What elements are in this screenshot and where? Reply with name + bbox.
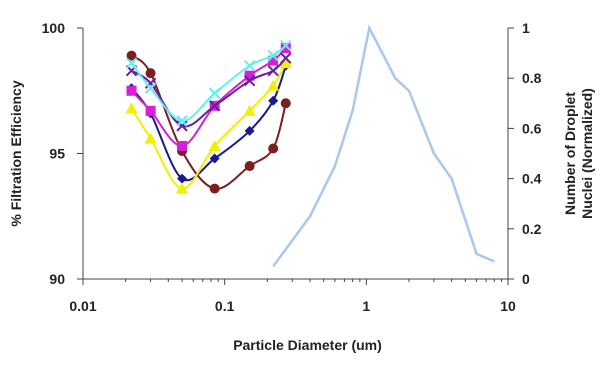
data-point-x [208,87,221,99]
data-point-square [268,55,279,66]
series-1 [126,50,291,194]
y-right-tick-label: 0.8 [522,70,542,86]
x-tick-label: 0.01 [69,298,96,314]
data-point-x [144,82,157,94]
data-point-x [280,52,292,64]
y-left-tick-label: 95 [49,146,65,162]
y-left-tick-label: 90 [49,271,65,287]
data-point-triangle [125,102,138,114]
data-point-diamond [209,153,220,164]
data-point-x [125,57,138,69]
series-line [272,24,495,268]
data-point-x [267,64,279,77]
data-point-x [176,115,188,127]
data-point-x [243,59,256,72]
data-point-triangle [144,132,157,144]
y-right-tick-label: 1 [522,20,530,36]
y-right-tick-label: 0 [522,271,530,287]
data-point-triangle [267,79,280,91]
series-7 [272,24,495,268]
series-layer [125,24,495,268]
data-point-triangle [243,104,256,116]
data-point-square [280,43,291,54]
axes [77,27,514,285]
data-point-square [145,105,156,116]
y-right-tick-label: 0.4 [522,171,542,187]
data-point-circle [145,68,156,79]
y-axis-left-title: % Filtration Efficiency [8,80,24,226]
x-axis-title: Particle Diameter (um) [233,337,382,353]
x-tick-label: 1 [362,298,370,314]
x-tick-label: 10 [500,298,516,314]
series-2 [126,60,291,184]
y-left-tick-label: 100 [42,20,66,36]
data-point-x [243,75,256,87]
data-point-diamond [244,125,255,136]
data-point-square [244,70,255,81]
y-right-tick-label: 0.6 [522,120,542,136]
data-point-x [280,39,292,52]
y-axis-right-title-line: Number of Droplet [562,92,578,215]
data-point-circle [280,98,291,109]
series-5 [125,52,292,132]
data-point-triangle [176,182,189,194]
series-6 [125,39,292,127]
data-point-circle [209,183,220,194]
data-point-x [267,49,279,62]
labels-layer: 0.01 0.1 1 10 90 95 100 0 0.2 0.4 0.6 0.8 1 Particle … [8,20,595,353]
data-point-circle [244,161,255,172]
data-point-x [208,100,221,112]
y-axis-right-title-line: Nuclei (Normalized) [579,88,595,219]
data-point-triangle [279,57,292,69]
data-point-x [176,120,188,132]
data-point-x [144,77,157,89]
series-3 [125,57,292,194]
data-point-diamond [177,173,188,184]
data-point-square [177,140,188,151]
data-point-triangle [208,139,221,151]
data-point-diamond [268,95,279,106]
x-tick-label: 0.1 [215,298,235,314]
data-point-circle [126,50,137,61]
y-right-tick-label: 0.2 [522,221,542,237]
data-point-circle [268,143,279,154]
data-point-square [126,85,137,96]
